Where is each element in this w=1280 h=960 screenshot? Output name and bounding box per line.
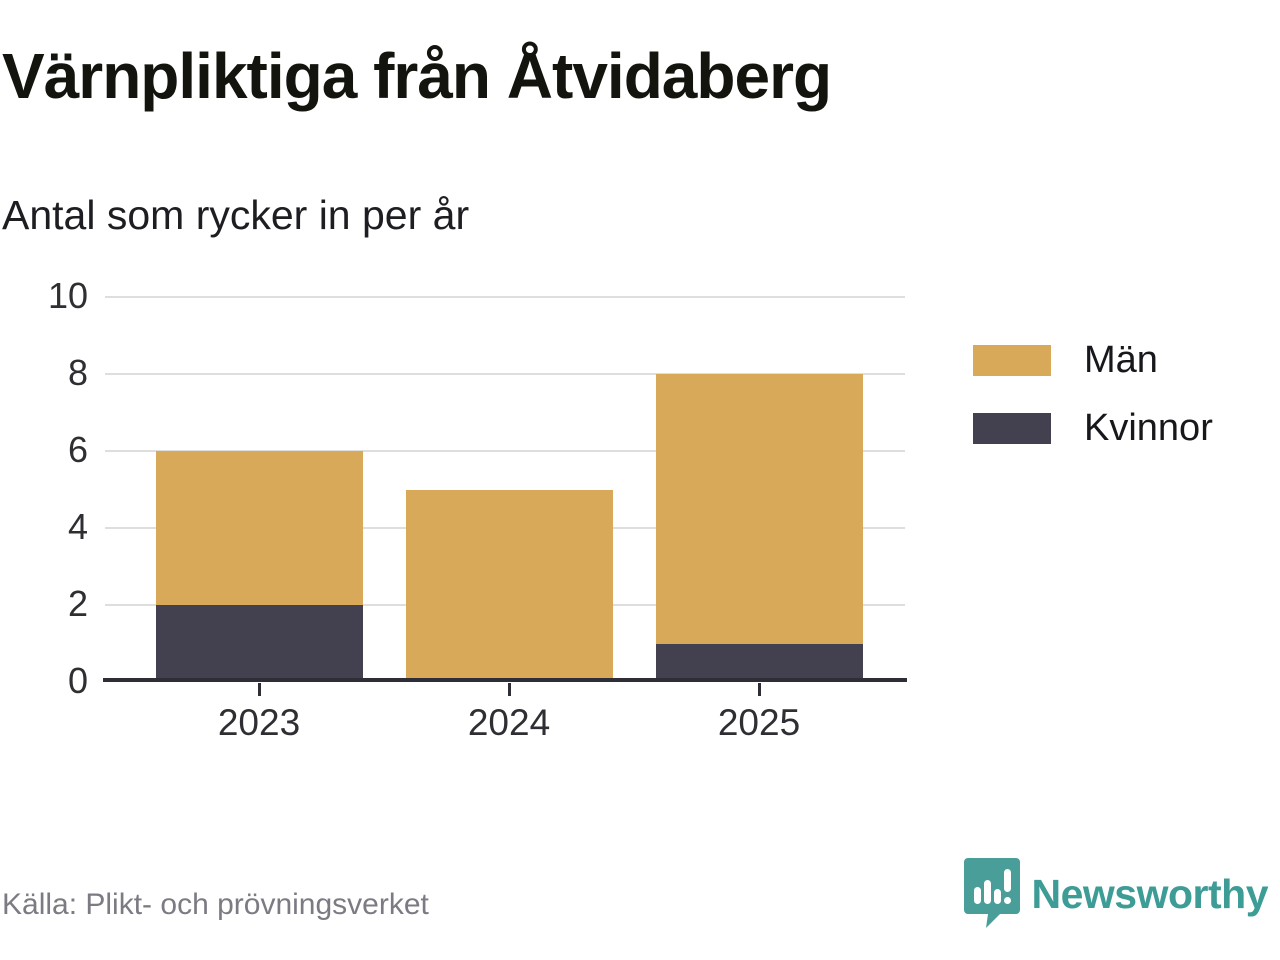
x-axis-label-2023: 2023	[217, 702, 301, 743]
bar-2025-kvinnor	[655, 643, 863, 682]
gridline-y8	[105, 373, 905, 375]
legend-item-män: Män	[973, 339, 1213, 382]
legend-item-kvinnor: Kvinnor	[973, 407, 1213, 450]
y-axis-tick-label: 10	[47, 275, 88, 316]
x-axis-label-2025: 2025	[717, 702, 801, 743]
x-axis-tick-2025	[758, 683, 761, 696]
y-axis-tick-label: 8	[67, 352, 88, 393]
x-axis-tick-2023	[258, 683, 261, 696]
legend-label-män: Män	[1084, 339, 1158, 381]
brand-name: Newsworthy	[1031, 870, 1269, 917]
y-axis-tick-label: 2	[67, 583, 88, 624]
bar-2023-kvinnor	[155, 605, 363, 682]
gridline-y10	[105, 296, 905, 298]
x-axis-line	[103, 678, 907, 682]
gridline-y6	[105, 450, 905, 452]
chart-subtitle: Antal som rycker in per år	[2, 192, 470, 238]
legend-swatch-kvinnor	[973, 413, 1051, 444]
y-axis-tick-label: 0	[67, 660, 88, 701]
legend-swatch-män	[973, 345, 1051, 376]
legend: Män Kvinnor	[973, 339, 1213, 450]
x-axis-tick-2024	[508, 683, 511, 696]
bar-2024-män	[405, 489, 613, 682]
bar-2025-män	[655, 374, 863, 644]
newsworthy-icon	[963, 858, 1020, 928]
y-axis-tick-label: 4	[67, 506, 88, 547]
y-axis-tick-label: 6	[67, 429, 88, 470]
bar-2023-män	[155, 451, 363, 605]
legend-label-kvinnor: Kvinnor	[1084, 407, 1213, 449]
chart-title: Värnpliktiga från Åtvidaberg	[2, 40, 832, 112]
brand-logo: Newsworthy	[963, 858, 1269, 930]
x-axis-label-2024: 2024	[467, 702, 551, 743]
source-note: Källa: Plikt- och prövningsverket	[2, 888, 429, 921]
